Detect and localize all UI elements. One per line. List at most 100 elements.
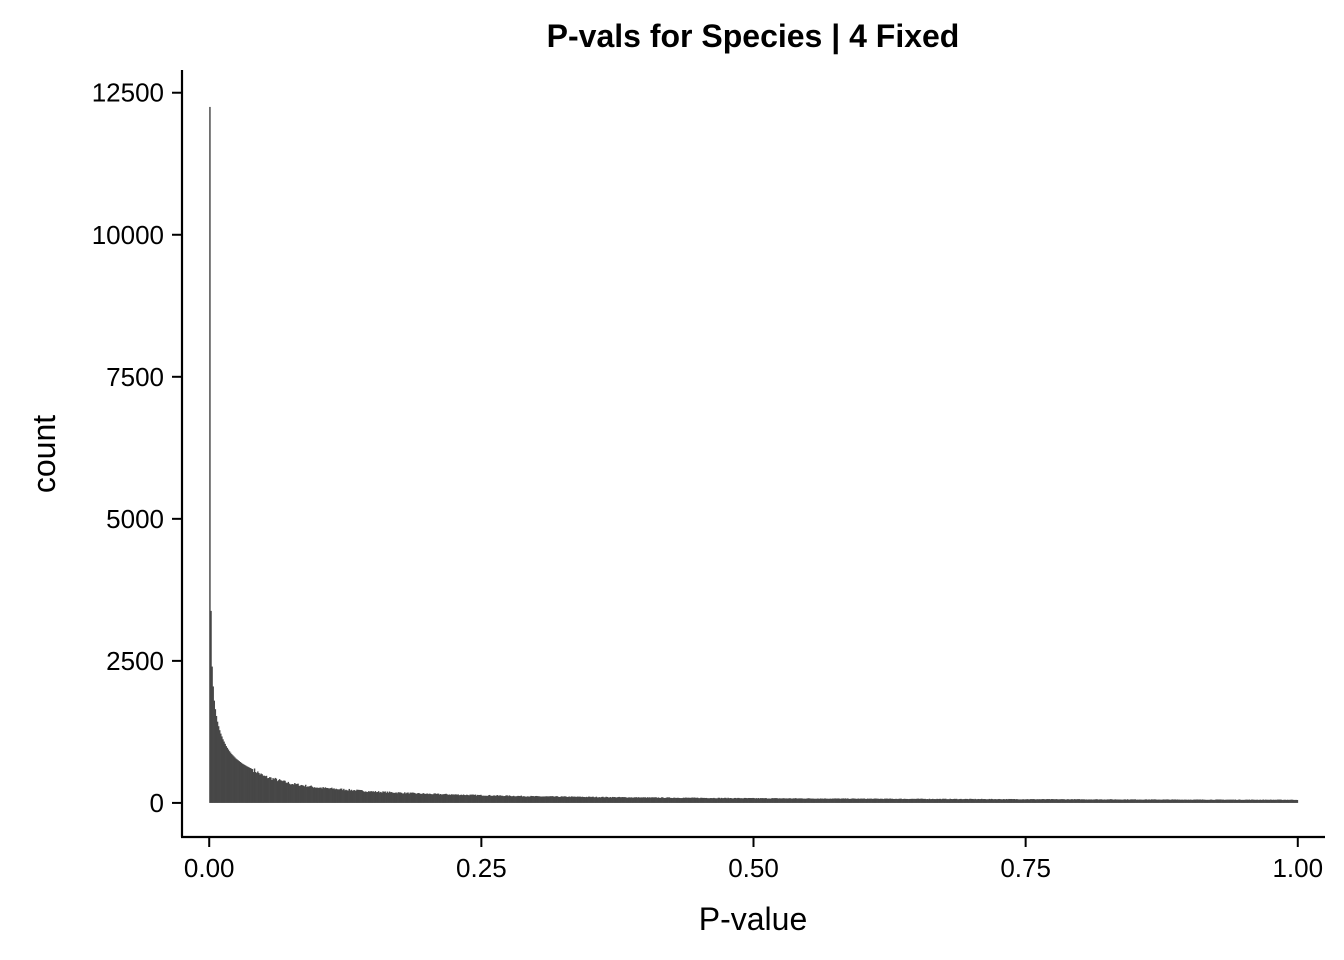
histogram-bar	[250, 768, 253, 803]
histogram-bar	[1215, 799, 1217, 803]
histogram-bar	[1077, 799, 1080, 803]
histogram-bar	[261, 774, 263, 803]
histogram-bar	[1204, 799, 1206, 803]
histogram-bar	[1199, 799, 1202, 803]
histogram-bar	[780, 798, 783, 803]
histogram-bar	[210, 610, 212, 803]
histogram-bar	[319, 787, 321, 803]
histogram-bar	[765, 798, 767, 803]
histogram-bar	[419, 793, 421, 803]
histogram-bar	[692, 797, 694, 803]
histogram-bar	[810, 798, 812, 803]
histogram-bar	[702, 797, 704, 803]
histogram-bar	[998, 798, 1000, 803]
histogram-bar	[941, 798, 944, 803]
histogram-bar	[327, 788, 330, 803]
histogram-bar	[337, 789, 340, 803]
histogram-bar	[558, 796, 561, 803]
histogram-bar	[633, 797, 636, 803]
histogram-bar	[352, 790, 355, 803]
histogram-bar	[1262, 799, 1265, 803]
histogram-bar	[509, 795, 512, 803]
histogram-bar	[1015, 799, 1018, 803]
histogram-bar	[228, 751, 231, 803]
histogram-bar	[423, 793, 426, 803]
histogram-bar	[789, 798, 791, 803]
histogram-bar	[461, 795, 464, 803]
histogram-bar	[519, 796, 521, 803]
histogram-bar	[424, 793, 427, 803]
histogram-bar	[1057, 799, 1059, 803]
histogram-bar	[567, 796, 569, 803]
histogram-bar	[1228, 799, 1230, 803]
histogram-bar	[746, 798, 749, 803]
histogram-bar	[1063, 799, 1066, 803]
histogram-bar	[836, 798, 838, 803]
histogram-bar	[752, 797, 754, 803]
histogram-bar	[499, 795, 502, 803]
histogram-bar	[999, 799, 1001, 803]
histogram-bar	[1213, 799, 1216, 803]
histogram-bar	[985, 799, 987, 803]
histogram-bar	[1062, 799, 1065, 803]
histogram-bar	[996, 799, 998, 803]
histogram-bar	[627, 797, 629, 803]
histogram-bar	[713, 797, 715, 803]
histogram-bar	[682, 797, 685, 803]
histogram-bar	[469, 794, 471, 803]
histogram-bar	[1058, 799, 1060, 803]
histogram-bar	[1270, 799, 1273, 803]
histogram-bar	[905, 798, 908, 803]
histogram-bar	[409, 792, 411, 803]
histogram-bar	[365, 791, 368, 803]
histogram-bar	[1217, 799, 1219, 803]
histogram-bar	[911, 798, 913, 803]
histogram-bar	[744, 797, 747, 803]
histogram-bar	[1240, 799, 1242, 803]
histogram-bar	[1184, 799, 1187, 803]
histogram-bar	[610, 797, 613, 803]
histogram-bar	[945, 798, 947, 803]
y-tick-label: 5000	[106, 504, 164, 534]
histogram-bar	[560, 796, 563, 803]
histogram-bar	[608, 797, 611, 803]
histogram-bar	[846, 798, 848, 803]
histogram-bar	[1206, 799, 1208, 803]
histogram-bar	[1158, 799, 1160, 803]
histogram-bar	[236, 759, 238, 803]
histogram-bar	[1081, 799, 1083, 803]
histogram-bar	[568, 796, 570, 803]
histogram-bar	[906, 798, 909, 803]
histogram-bar	[1264, 799, 1266, 803]
histogram-bar	[604, 797, 606, 803]
histogram-bar	[1244, 799, 1246, 803]
histogram-bar	[1224, 799, 1227, 803]
histogram-bar	[738, 797, 740, 803]
histogram-bar	[260, 773, 262, 803]
histogram-bar	[589, 796, 591, 803]
histogram-bar	[652, 797, 654, 803]
histogram-bar	[1027, 799, 1030, 803]
histogram-bar	[1231, 799, 1233, 803]
histogram-bar	[258, 773, 260, 803]
histogram-bar	[925, 799, 927, 803]
histogram-bar	[1153, 799, 1155, 803]
histogram-bar	[800, 798, 802, 803]
histogram-bar	[635, 797, 638, 803]
histogram-bar	[971, 798, 973, 803]
histogram-bar	[322, 787, 324, 803]
histogram-bar	[1157, 799, 1159, 803]
histogram-bar	[775, 798, 777, 803]
histogram-bar	[1294, 799, 1296, 803]
histogram-bar	[642, 797, 644, 803]
histogram-bar	[1268, 799, 1270, 803]
histogram-bar	[1145, 799, 1147, 803]
histogram-bar	[701, 797, 703, 803]
histogram-bar	[1218, 799, 1220, 803]
histogram-bar	[743, 797, 746, 803]
histogram-bar	[1171, 799, 1173, 803]
histogram-bar	[613, 797, 615, 803]
histogram-bar	[393, 792, 395, 803]
histogram-bar	[679, 798, 681, 803]
histogram-bar	[749, 798, 751, 803]
